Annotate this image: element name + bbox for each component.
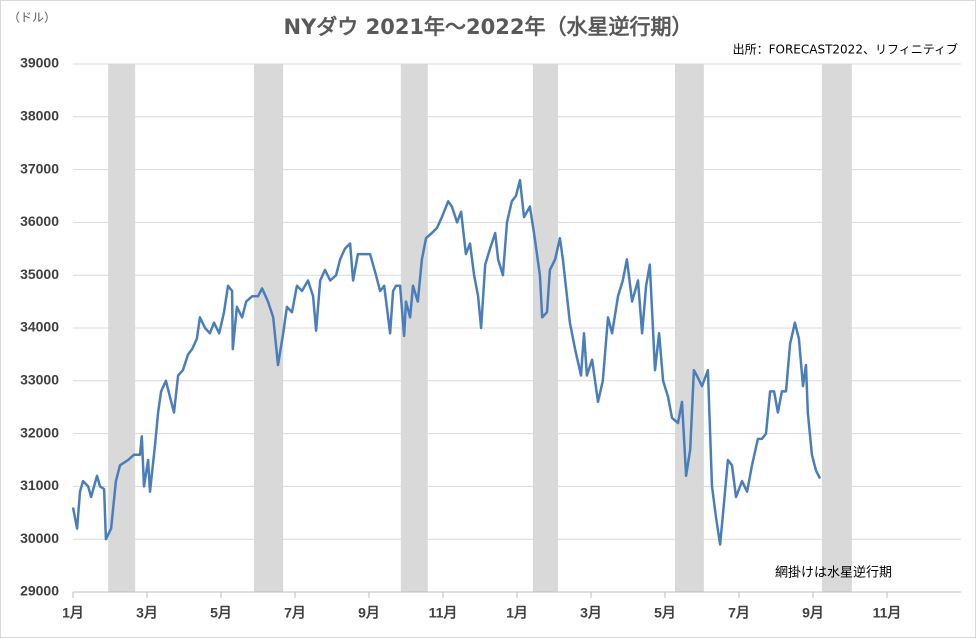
y-tick-label: 35000	[20, 266, 59, 282]
x-tick-label: 1月	[62, 605, 84, 621]
y-tick-label: 33000	[20, 372, 59, 388]
x-tick-label: 9月	[358, 605, 380, 621]
x-tick-label: 3月	[136, 605, 158, 621]
y-unit: （ドル）	[8, 11, 56, 25]
x-tick-label: 7月	[728, 605, 750, 621]
chart-title: NYダウ 2021年～2022年（水星逆行期）	[284, 15, 693, 39]
x-tick-label: 9月	[802, 605, 824, 621]
x-tick-label: 11月	[873, 605, 902, 621]
x-tick-label: 5月	[210, 605, 232, 621]
y-tick-label: 30000	[20, 530, 59, 546]
y-tick-label: 38000	[20, 108, 59, 124]
y-tick-label: 37000	[20, 160, 59, 176]
x-tick-label: 5月	[654, 605, 676, 621]
y-tick-label: 34000	[20, 319, 59, 335]
y-tick-label: 36000	[20, 213, 59, 229]
x-tick-label: 11月	[429, 605, 458, 621]
x-tick-label: 1月	[506, 605, 528, 621]
y-tick-label: 29000	[20, 583, 59, 599]
data-line	[71, 178, 822, 546]
y-tick-label: 39000	[20, 55, 59, 71]
annotation: 網掛けは水星逆行期	[775, 565, 892, 581]
y-tick-label: 32000	[20, 424, 59, 440]
x-tick-label: 7月	[284, 605, 306, 621]
source: 出所：FORECAST2022、リフィニティブ	[733, 42, 958, 57]
x-tick-label: 3月	[580, 605, 602, 621]
y-tick-label: 31000	[20, 477, 59, 493]
